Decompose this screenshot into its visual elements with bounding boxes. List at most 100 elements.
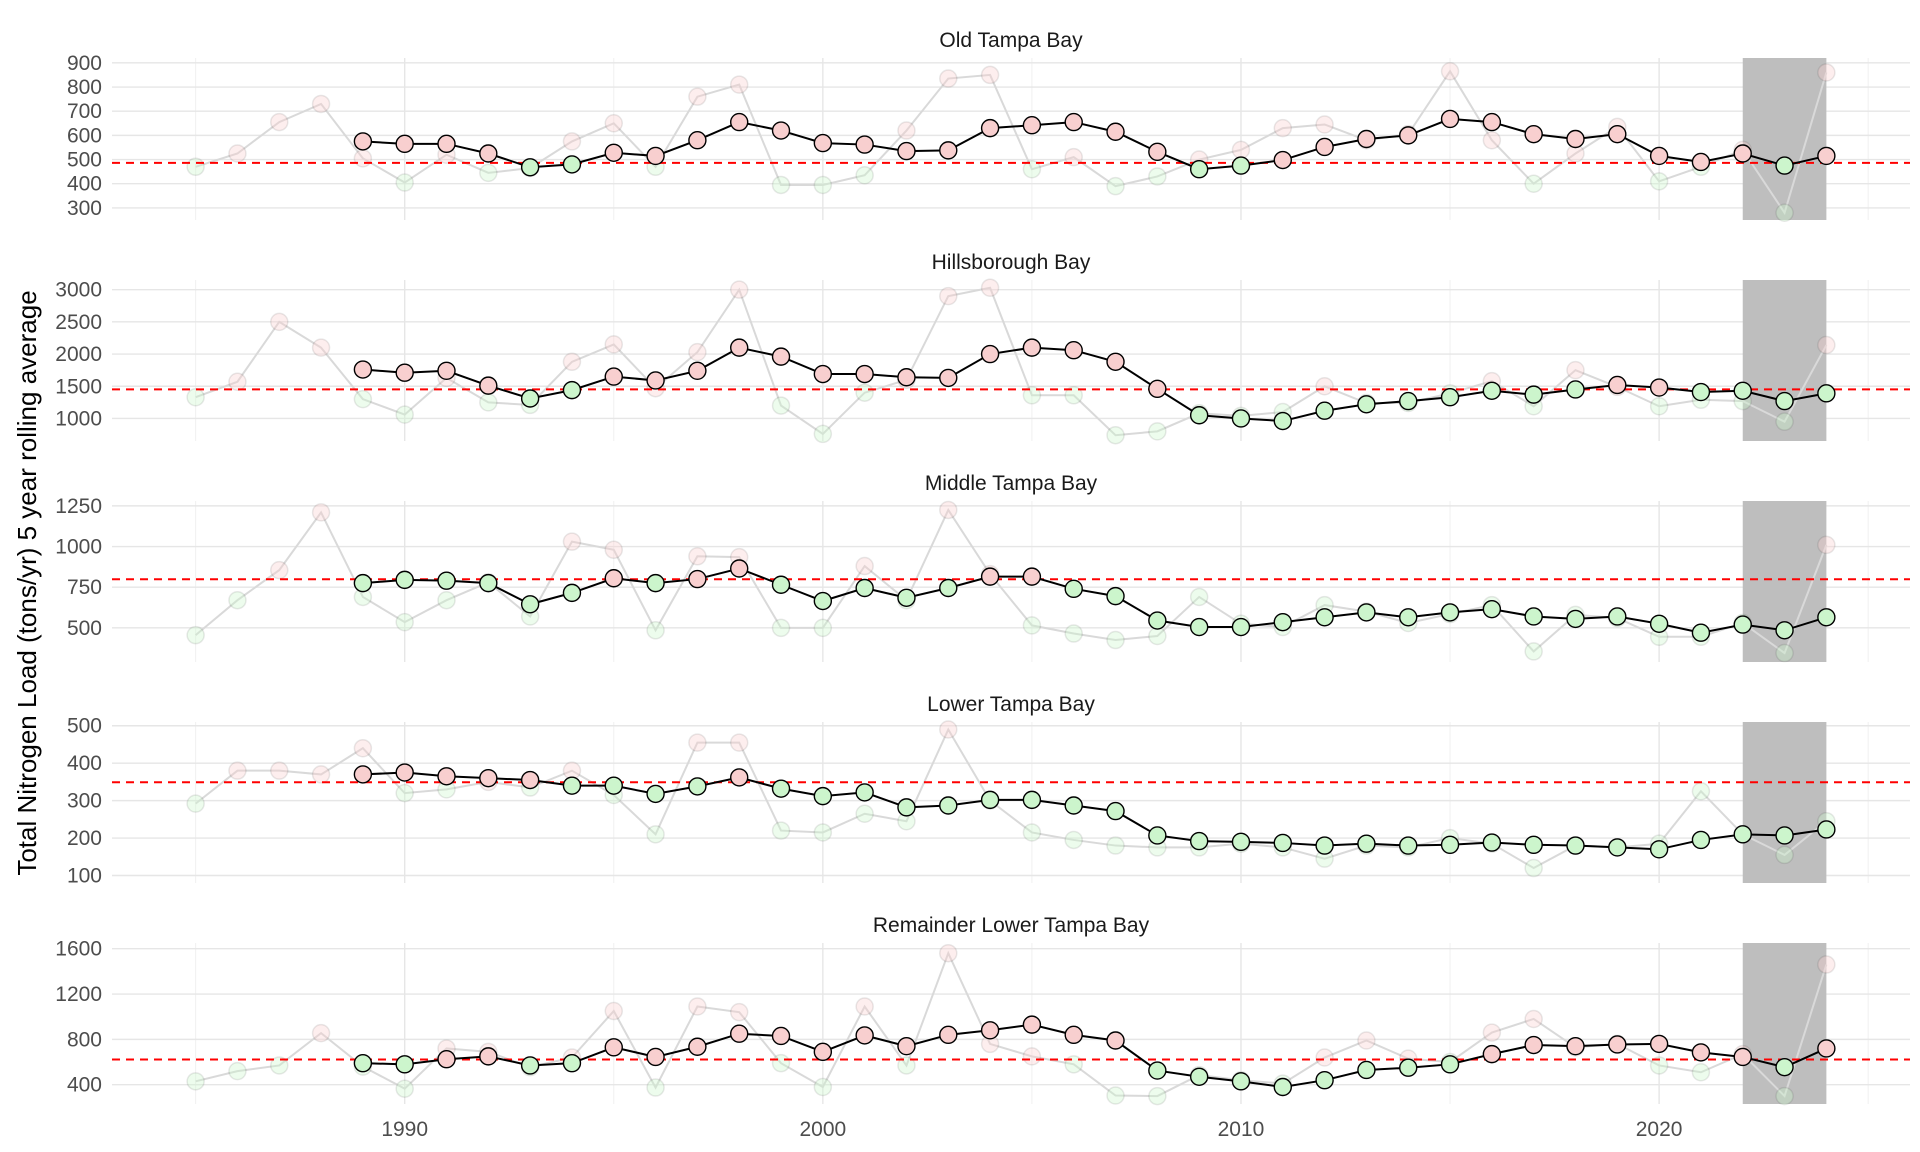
rolling-average-point — [1315, 608, 1334, 627]
y-tick-label: 2500 — [55, 311, 102, 334]
rolling-average-point — [1064, 796, 1083, 815]
rolling-average-point — [353, 765, 373, 784]
rolling-average-point — [1148, 142, 1167, 162]
rolling-average-point — [855, 1026, 874, 1045]
x-axis: 1990 2000 2010 2020 — [381, 1118, 1682, 1141]
panel-title: Remainder Lower Tampa Bay — [873, 914, 1150, 937]
annual-point — [1440, 62, 1460, 81]
rolling-average-point — [1231, 832, 1251, 852]
y-tick-label: 600 — [67, 124, 102, 147]
rolling-average-point — [1775, 621, 1794, 640]
annual-point — [688, 87, 707, 106]
annual-point — [270, 112, 289, 132]
rolling-average-point — [353, 1053, 373, 1073]
rolling-average-point — [1189, 1067, 1209, 1086]
annual-point — [646, 825, 665, 844]
rolling-average-point — [771, 1026, 791, 1046]
annual-point — [353, 389, 373, 409]
rolling-average-point — [1189, 831, 1209, 851]
rolling-average-point — [1064, 1025, 1083, 1045]
y-tick-label: 1600 — [55, 938, 102, 961]
rolling-average-point — [562, 1053, 582, 1073]
y-tick-label: 200 — [67, 827, 102, 850]
rolling-average-point — [980, 790, 1000, 810]
rolling-average-point — [604, 1038, 623, 1057]
rolling-average-point — [395, 363, 414, 382]
rolling-average-point — [771, 347, 791, 366]
annual-point — [939, 943, 958, 963]
annual-point — [1566, 360, 1585, 380]
rolling-average-point — [1775, 1057, 1794, 1077]
rolling-average-point — [730, 768, 749, 787]
annual-point — [1524, 858, 1543, 878]
annual-point — [1148, 1086, 1167, 1106]
annual-point — [813, 1077, 833, 1097]
rolling-average-point — [1440, 1055, 1460, 1074]
rolling-average-point — [855, 783, 874, 802]
rolling-average-point — [855, 578, 874, 598]
rolling-average-point — [562, 155, 582, 174]
rolling-average-point — [1733, 144, 1752, 163]
annual-point — [228, 372, 247, 392]
rolling-average-point — [813, 786, 833, 806]
annual-point — [1106, 630, 1125, 650]
annual-point — [1022, 823, 1042, 842]
rolling-average-point — [813, 1042, 833, 1062]
rolling-average-point — [1064, 112, 1083, 132]
rolling-average-point — [939, 368, 958, 388]
annual-point — [311, 338, 331, 357]
rolling-average-point — [730, 1024, 749, 1043]
rolling-average-point — [353, 360, 373, 379]
annual-point — [771, 821, 791, 840]
annual-point — [270, 312, 289, 332]
annual-series-line — [194, 507, 1828, 655]
rolling-average-point — [688, 131, 707, 150]
rolling-average-point — [1817, 1039, 1836, 1058]
rolling-average-point — [479, 376, 498, 395]
rolling-average-point — [437, 361, 456, 381]
rolling-average-point — [897, 798, 916, 817]
rolling-average-point — [1691, 152, 1711, 172]
panel-title: Middle Tampa Bay — [925, 472, 1098, 495]
annual-point — [1106, 836, 1125, 855]
rolling-average-point — [1817, 608, 1836, 627]
annual-point — [1106, 425, 1125, 445]
rolling-average-point — [1273, 833, 1292, 853]
annual-point — [855, 556, 874, 576]
annual-point — [939, 286, 958, 306]
rolling-average-point — [1148, 379, 1167, 399]
shaded-region — [1742, 943, 1827, 1104]
annual-point — [1064, 1055, 1083, 1074]
rolling-average-point — [1189, 617, 1209, 637]
rolling-average-point — [1440, 835, 1460, 855]
rolling-average-point — [1357, 129, 1376, 149]
annual-point — [855, 166, 874, 185]
rolling-average-point — [1566, 380, 1585, 399]
annual-point — [771, 618, 791, 638]
rolling-average-point — [1399, 836, 1418, 855]
rolling-average-point — [1315, 401, 1334, 420]
rolling-average-point — [1775, 391, 1794, 411]
rolling-average-point — [1357, 395, 1376, 414]
annual-point — [186, 625, 205, 645]
rolling-average-point — [980, 344, 1000, 364]
rolling-average-point — [520, 595, 540, 614]
annual-point — [1524, 642, 1543, 661]
rolling-average-point — [1189, 160, 1209, 179]
rolling-average-point — [1315, 137, 1334, 157]
annual-point — [729, 1002, 749, 1022]
rolling-average-point — [1608, 1035, 1627, 1054]
rolling-average-point — [1022, 1015, 1042, 1034]
rolling-average-point — [646, 146, 665, 166]
shaded-region — [1742, 280, 1827, 441]
annual-point — [228, 590, 247, 610]
rolling-average-point — [1817, 384, 1836, 403]
rolling-average-point — [1022, 338, 1042, 357]
rolling-average-point — [1273, 612, 1292, 632]
annual-point — [186, 1072, 205, 1091]
x-tick-label: 2020 — [1636, 1118, 1683, 1141]
rolling-average-point — [688, 1037, 707, 1056]
annual-point — [1106, 176, 1125, 196]
rolling-average-point — [1482, 1044, 1502, 1064]
